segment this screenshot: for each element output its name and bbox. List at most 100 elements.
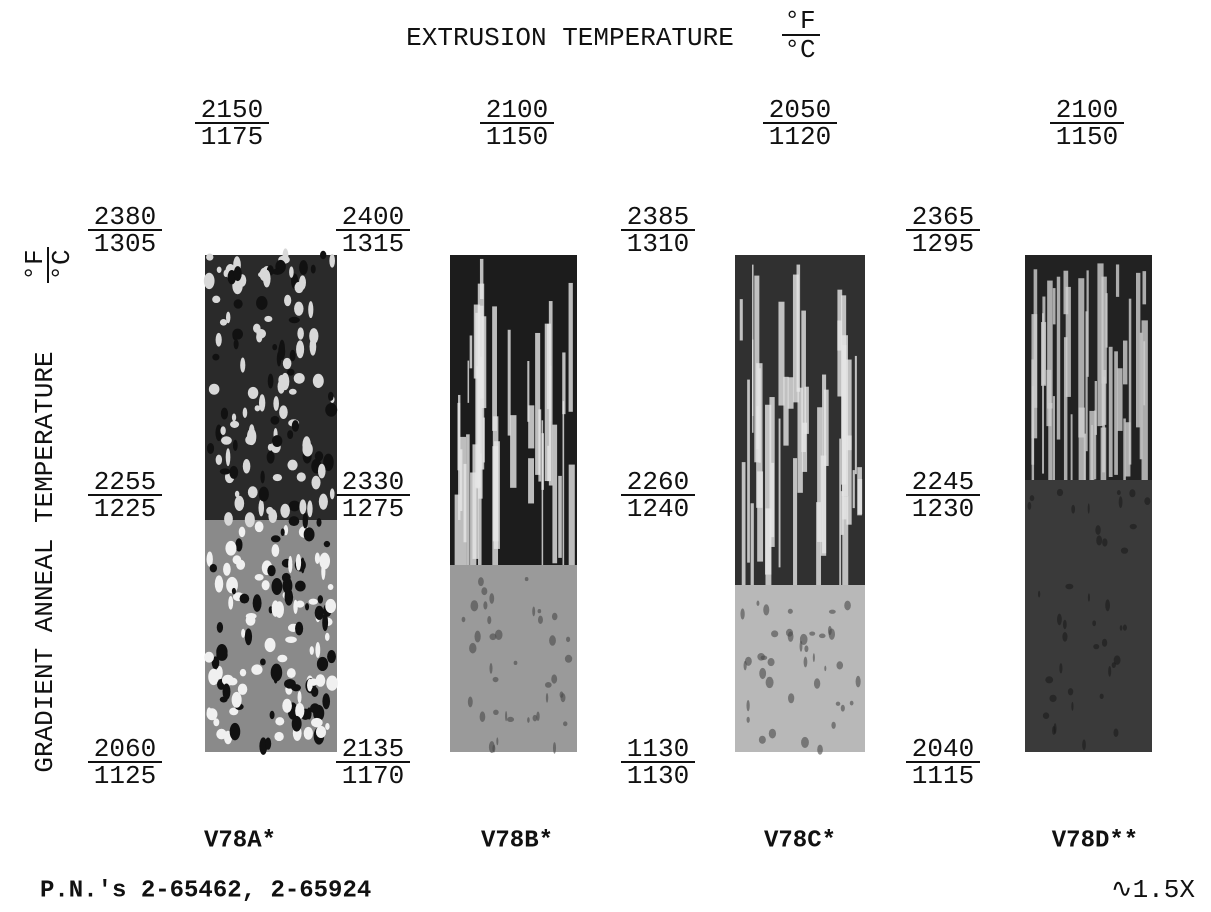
grain bbox=[268, 374, 274, 389]
grain bbox=[223, 684, 231, 700]
grain bbox=[234, 339, 239, 349]
grain bbox=[287, 369, 294, 376]
grain-streak bbox=[458, 395, 460, 520]
grain bbox=[255, 574, 264, 581]
grain bbox=[225, 541, 236, 556]
anneal-bottom-c: 1130 bbox=[627, 761, 689, 791]
grain bbox=[1102, 538, 1107, 546]
grain bbox=[246, 613, 257, 619]
grain bbox=[204, 273, 215, 289]
grain-streak bbox=[837, 321, 842, 351]
grain bbox=[1108, 666, 1111, 677]
grain bbox=[272, 544, 280, 557]
grain bbox=[243, 408, 248, 418]
grain bbox=[278, 380, 285, 394]
grain bbox=[255, 405, 261, 411]
grain bbox=[469, 643, 476, 654]
grain bbox=[841, 705, 845, 712]
grain-streak bbox=[1142, 320, 1148, 480]
grain-streak bbox=[527, 361, 529, 422]
grain bbox=[232, 414, 236, 422]
grain bbox=[844, 601, 851, 611]
grain bbox=[308, 301, 313, 318]
grain bbox=[232, 588, 236, 594]
grain bbox=[328, 584, 334, 590]
grain-streak bbox=[1117, 368, 1122, 431]
grain bbox=[217, 267, 222, 273]
grain bbox=[527, 717, 530, 723]
grain bbox=[295, 581, 306, 592]
micrograph bbox=[204, 248, 338, 755]
grain bbox=[240, 594, 250, 604]
grain bbox=[475, 631, 481, 643]
grain bbox=[241, 629, 245, 638]
grain-streak bbox=[771, 463, 774, 537]
grain bbox=[814, 678, 820, 688]
grain bbox=[309, 679, 318, 686]
anneal-top-f: 2380 bbox=[94, 202, 156, 232]
grain-streak bbox=[853, 470, 855, 508]
grain bbox=[315, 553, 320, 564]
grain bbox=[771, 630, 778, 637]
grain bbox=[248, 486, 258, 498]
grain bbox=[496, 737, 498, 745]
grain bbox=[264, 316, 272, 322]
grain bbox=[545, 682, 552, 688]
grain-streak bbox=[797, 265, 801, 392]
grain bbox=[481, 587, 487, 595]
grain-streak bbox=[1071, 414, 1073, 480]
grain bbox=[280, 504, 290, 518]
grain-streak bbox=[1143, 271, 1147, 304]
y-axis-title: GRADIENT ANNEAL TEMPERATURE bbox=[30, 351, 60, 772]
title-unit-bottom: °C bbox=[784, 35, 815, 65]
grain bbox=[292, 420, 299, 432]
grain bbox=[226, 448, 231, 466]
grain-streak bbox=[563, 401, 565, 565]
grain bbox=[1068, 688, 1073, 695]
grain bbox=[310, 338, 317, 356]
grain bbox=[216, 729, 226, 740]
grain bbox=[221, 436, 232, 445]
grain-streak bbox=[1053, 288, 1056, 324]
extrusion-temp-c: 1150 bbox=[486, 122, 548, 152]
grain-streak bbox=[839, 439, 841, 585]
anneal-mid-c: 1225 bbox=[94, 494, 156, 524]
grain bbox=[800, 634, 808, 645]
micrograph bbox=[735, 255, 865, 755]
anneal-top-c: 1295 bbox=[912, 229, 974, 259]
grain-streak bbox=[552, 425, 557, 564]
grain bbox=[328, 392, 334, 401]
grain bbox=[1045, 676, 1053, 683]
grain-streak bbox=[493, 416, 499, 541]
grain bbox=[240, 358, 245, 373]
grain bbox=[258, 272, 267, 278]
grain bbox=[287, 430, 293, 439]
title: EXTRUSION TEMPERATURE bbox=[406, 23, 734, 53]
grain bbox=[740, 608, 744, 619]
anneal-top-c: 1310 bbox=[627, 229, 689, 259]
grain-streak bbox=[742, 462, 746, 585]
grain bbox=[788, 693, 794, 703]
grain bbox=[763, 604, 769, 615]
grain bbox=[282, 699, 292, 713]
anneal-mid-f: 2260 bbox=[627, 467, 689, 497]
grain-streak bbox=[558, 476, 562, 558]
anneal-top-f: 2400 bbox=[342, 202, 404, 232]
grain bbox=[538, 609, 542, 613]
grain bbox=[316, 726, 326, 738]
grain bbox=[209, 384, 220, 395]
extrusion-temp-f: 2100 bbox=[486, 95, 548, 125]
grain bbox=[235, 496, 245, 511]
grain-streak bbox=[1114, 351, 1118, 475]
grain bbox=[251, 664, 262, 674]
anneal-mid-f: 2330 bbox=[342, 467, 404, 497]
grain bbox=[1059, 663, 1062, 673]
grain bbox=[243, 459, 251, 473]
grain bbox=[287, 668, 296, 678]
grain bbox=[532, 606, 535, 616]
grain bbox=[538, 616, 543, 624]
micrograph bbox=[1025, 255, 1152, 752]
grain bbox=[836, 661, 843, 669]
grain bbox=[289, 317, 300, 323]
grain bbox=[307, 500, 312, 517]
